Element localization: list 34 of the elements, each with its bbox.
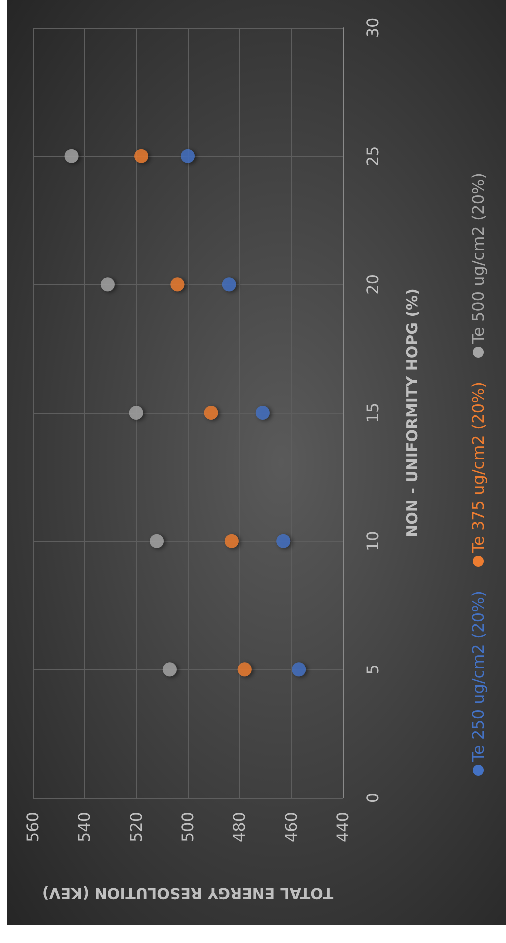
point [238,662,252,677]
point [181,149,195,164]
point [150,534,164,548]
point [204,406,218,420]
y-tick-label: 30 [364,18,382,38]
point [100,278,115,292]
y-tick-label: 10 [364,531,382,552]
point [276,534,291,548]
point [162,662,177,677]
y-tick-label: 25 [364,146,382,167]
point [129,406,144,420]
x-tick-label: 460 [282,812,301,843]
point [170,278,185,292]
point [134,149,148,164]
x-tick-label: 480 [230,812,250,843]
y-tick-label: 5 [364,664,382,675]
x-tick-label: 560 [24,812,42,843]
text: Te 375 ug/cm2 (20%) [468,382,488,553]
point [224,534,239,548]
text: Te 500 ug/cm2 (20%) [468,173,488,344]
y-tick-label: 15 [364,402,382,424]
y-tick-label: 0 [364,792,382,804]
x-tick-label: 500 [178,812,198,843]
y-axis-title: NON - UNIFORMITY HOPG (%) [404,288,422,538]
point [292,662,306,677]
point [222,278,236,292]
x-tick-label: 540 [75,812,94,843]
y-tick-label: 20 [364,274,382,295]
x-tick-label: 440 [334,812,352,843]
x-axis-title: TOTAL ENERGY RESOLUTION (KEV) [42,884,334,902]
x-tick-label: 520 [126,812,146,843]
point [64,149,79,164]
point [256,406,270,420]
text: Te 250 ug/cm2 (20%) [468,591,488,762]
